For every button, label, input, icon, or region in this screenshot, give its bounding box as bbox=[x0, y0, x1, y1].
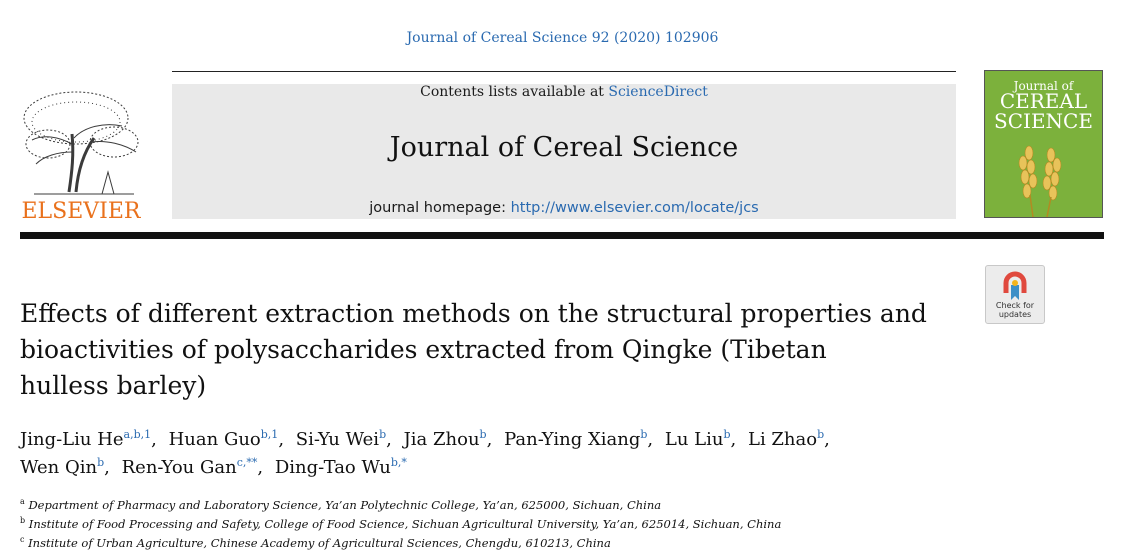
author[interactable]: Jia Zhoub, bbox=[404, 429, 499, 450]
affiliation: c Institute of Urban Agriculture, Chines… bbox=[20, 534, 1110, 553]
sciencedirect-link[interactable]: ScienceDirect bbox=[608, 84, 708, 100]
journal-title: Journal of Cereal Science bbox=[389, 132, 739, 163]
author-separator: , bbox=[278, 429, 285, 450]
author-name: Ding-Tao Wu bbox=[274, 457, 391, 478]
author[interactable]: Si-Yu Weib, bbox=[296, 429, 398, 450]
author-marks[interactable]: a,b,1 bbox=[123, 428, 152, 441]
elsevier-logo[interactable]: ELSEVIER bbox=[14, 82, 148, 224]
author[interactable]: Pan-Ying Xiangb, bbox=[504, 429, 659, 450]
contents-prefix: Contents lists available at bbox=[420, 84, 609, 100]
crossmark-icon bbox=[1003, 271, 1027, 300]
author-separator: , bbox=[730, 429, 737, 450]
author[interactable]: Wen Qinb, bbox=[20, 457, 116, 478]
author-marks[interactable]: c,** bbox=[236, 456, 258, 469]
author-name: Lu Liu bbox=[664, 429, 724, 450]
author-name: Jing-Liu He bbox=[20, 429, 124, 450]
contents-line: Contents lists available at ScienceDirec… bbox=[172, 84, 956, 100]
affiliation-mark: c bbox=[20, 535, 25, 544]
author-marks[interactable]: b bbox=[640, 428, 648, 441]
author-separator: , bbox=[386, 429, 392, 450]
header-rule bbox=[172, 71, 956, 72]
affiliation: a Department of Pharmacy and Laboratory … bbox=[20, 496, 1110, 515]
badge-line-1: Check for bbox=[995, 301, 1035, 310]
homepage-link[interactable]: http://www.elsevier.com/locate/jcs bbox=[510, 200, 759, 216]
author-marks[interactable]: b bbox=[379, 428, 387, 441]
header-divider bbox=[20, 232, 1104, 239]
journal-banner: Contents lists available at ScienceDirec… bbox=[172, 84, 956, 219]
author-marks[interactable]: b bbox=[817, 428, 825, 441]
author-name: Jia Zhou bbox=[403, 429, 480, 450]
affiliation-list: a Department of Pharmacy and Laboratory … bbox=[20, 496, 1110, 553]
author-name: Huan Guo bbox=[168, 429, 261, 450]
journal-cover[interactable]: Journal of CEREAL SCIENCE bbox=[984, 70, 1103, 218]
author-separator: , bbox=[647, 429, 654, 450]
author[interactable]: Huan Guob,1, bbox=[169, 429, 290, 450]
title-line: Effects of different extraction methods … bbox=[20, 299, 927, 328]
title-line: bioactivities of polysaccharides extract… bbox=[20, 335, 827, 364]
author-name: Wen Qin bbox=[20, 457, 98, 478]
author-marks[interactable]: b,* bbox=[390, 456, 407, 469]
author[interactable]: Lu Liub, bbox=[665, 429, 742, 450]
author-marks[interactable]: b bbox=[479, 428, 487, 441]
author-name: Si-Yu Wei bbox=[295, 429, 380, 450]
cover-line-1: Journal of bbox=[1013, 79, 1074, 93]
author-name: Pan-Ying Xiang bbox=[504, 429, 641, 450]
author[interactable]: Li Zhaob, bbox=[748, 429, 836, 450]
affiliation-text: Institute of Urban Agriculture, Chinese … bbox=[28, 536, 611, 550]
affiliation-text: Institute of Food Processing and Safety,… bbox=[28, 517, 782, 531]
author-name: Li Zhao bbox=[747, 429, 818, 450]
homepage-line: journal homepage: http://www.elsevier.co… bbox=[172, 200, 956, 216]
author-marks[interactable]: b bbox=[97, 456, 105, 469]
author-separator: , bbox=[151, 429, 157, 450]
author[interactable]: Jing-Liu Hea,b,1, bbox=[20, 429, 163, 450]
author-separator: , bbox=[486, 429, 493, 450]
author-separator: , bbox=[824, 429, 830, 450]
author-separator: , bbox=[257, 457, 264, 478]
affiliation-mark: a bbox=[20, 497, 25, 506]
author-separator: , bbox=[104, 457, 110, 478]
badge-line-2: updates bbox=[998, 310, 1032, 319]
homepage-prefix: journal homepage: bbox=[369, 200, 511, 216]
author[interactable]: Ding-Tao Wub,* bbox=[275, 457, 413, 478]
author-marks[interactable]: b,1 bbox=[260, 428, 279, 441]
author-name: Ren-You Gan bbox=[121, 457, 237, 478]
affiliation: b Institute of Food Processing and Safet… bbox=[20, 515, 1110, 534]
wheat-icon bbox=[1018, 145, 1062, 217]
author-list: Jing-Liu Hea,b,1, Huan Guob,1, Si-Yu Wei… bbox=[20, 426, 1110, 482]
author[interactable]: Ren-You Ganc,**, bbox=[122, 457, 269, 478]
cover-line-3: SCIENCE bbox=[994, 109, 1093, 133]
affiliation-mark: b bbox=[20, 516, 26, 525]
journal-citation[interactable]: Journal of Cereal Science 92 (2020) 1029… bbox=[406, 30, 719, 46]
elsevier-wordmark: ELSEVIER bbox=[21, 199, 141, 222]
affiliation-text: Department of Pharmacy and Laboratory Sc… bbox=[28, 498, 662, 512]
author-marks[interactable]: b bbox=[723, 428, 731, 441]
check-for-updates-button[interactable]: Check for updates bbox=[985, 265, 1045, 324]
title-line: hulless barley) bbox=[20, 371, 207, 400]
article-title: Effects of different extraction methods … bbox=[20, 296, 980, 404]
badge-label: Check for updates bbox=[986, 301, 1044, 319]
elsevier-tree-icon: ELSEVIER bbox=[21, 91, 142, 224]
cover-line-2: CEREAL bbox=[999, 89, 1088, 113]
